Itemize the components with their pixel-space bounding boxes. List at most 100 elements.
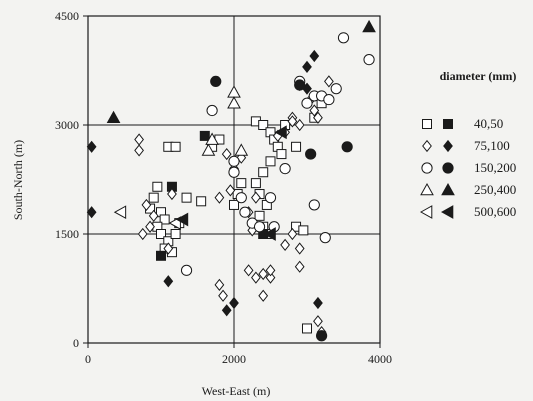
data-point-600 [175,212,189,227]
data-point-500 [113,205,127,220]
data-point-75 [265,264,276,277]
legend-title: diameter (mm) [440,69,517,83]
data-point-150 [279,163,291,175]
data-point-250 [227,96,241,109]
data-point-75 [313,315,323,328]
data-point-100 [309,49,320,63]
data-point-75 [236,151,247,164]
data-point-250 [227,85,241,98]
data-point-75 [134,133,144,146]
legend-marker-50 [443,119,453,129]
data-point-75 [137,227,148,241]
data-point-250 [201,143,216,156]
data-point-150 [337,32,350,44]
data-point-150 [319,232,331,244]
data-point-200 [316,330,328,342]
legend-marker-250 [420,182,434,196]
data-point-40 [148,192,159,203]
data-point-75 [258,267,269,281]
legend-marker-40 [422,119,432,129]
data-point-100 [163,275,174,288]
y-axis-label: South-North (m) [11,140,25,220]
data-point-600 [274,125,287,140]
data-point-150 [264,192,277,204]
data-point-100 [313,296,323,310]
legend-marker-400 [441,182,455,196]
legend: diameter (mm) 40,50 75,100 150,200 250,400 5… [419,69,517,219]
data-point-75 [324,75,334,88]
legend-marker-100 [443,139,453,153]
data-point-100 [229,296,239,310]
data-point-40 [152,181,163,192]
data-point-75 [294,260,305,273]
data-point-40 [291,141,302,152]
data-point-75 [294,242,305,255]
data-point-40 [159,214,170,225]
data-point-75 [265,271,276,284]
data-point-75 [243,264,254,277]
data-point-150 [228,166,240,178]
data-point-200 [294,79,306,91]
data-point-150 [308,199,320,211]
data-point-75 [141,198,152,212]
legend-label-150-200: 150,200 [474,160,516,175]
data-point-400 [362,19,376,33]
data-point-150 [228,155,240,167]
data-point-40 [258,167,269,178]
legend-marker-75 [422,139,432,153]
x-tick-label: 4000 [368,352,392,366]
data-point-75 [258,289,269,302]
data-point-40 [229,199,239,210]
legend-label-75-100: 75,100 [474,138,510,153]
grid-lines [88,16,380,343]
data-point-100 [221,304,232,317]
data-point-75 [225,184,236,197]
data-point-150 [180,264,193,276]
data-point-75 [309,104,320,117]
data-point-50 [156,250,166,261]
y-axis-ticks: 0 1500 3000 4500 [55,9,88,350]
data-point-75 [214,191,225,204]
y-tick-label: 1500 [55,227,79,241]
data-point-75 [280,238,290,252]
data-point-40 [170,229,181,239]
x-tick-label: 0 [85,352,91,366]
data-point-150 [206,104,218,117]
data-point-50 [199,130,210,141]
data-point-40 [250,178,261,189]
legend-label-40-50: 40,50 [474,116,503,131]
data-point-150 [253,221,266,233]
legend-marker-600 [440,205,454,219]
legend-label-500-600: 500,600 [474,204,516,219]
data-point-40 [298,225,309,236]
data-point-75 [294,118,305,132]
data-point-200 [305,148,317,160]
data-point-400 [106,110,121,124]
data-point-40 [196,196,207,207]
legend-label-250-400: 250,400 [474,182,516,197]
data-point-40 [181,192,192,203]
data-point-150 [301,97,313,109]
data-point-40 [276,149,287,160]
data-point-75 [134,144,144,157]
y-tick-label: 4500 [55,9,79,23]
data-point-40 [258,120,269,130]
x-tick-label: 2000 [222,352,246,366]
data-point-75 [145,220,155,233]
legend-marker-500 [419,205,433,219]
data-point-75 [163,242,174,255]
data-point-75 [251,271,261,284]
data-point-75 [287,115,298,128]
data-point-75 [148,209,159,222]
data-point-40 [236,178,247,189]
data-point-250 [205,132,219,145]
data-point-150 [235,192,247,204]
data-point-75 [221,147,232,161]
data-point-40 [302,323,312,334]
data-point-200 [341,141,353,153]
data-point-150 [239,206,251,218]
data-point-75 [167,187,177,201]
data-point-100 [86,206,97,219]
data-point-75 [313,111,323,124]
